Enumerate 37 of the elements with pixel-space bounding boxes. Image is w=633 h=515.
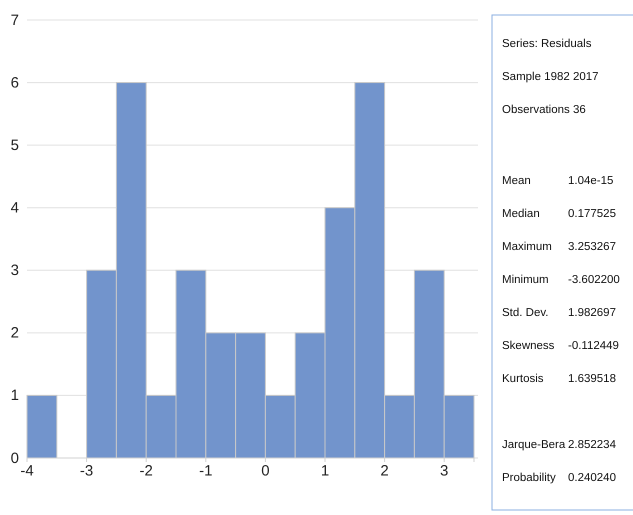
text: Skewness (502, 340, 555, 352)
x-tick-label: -1 (199, 462, 212, 480)
text: 0.177525 (568, 208, 616, 220)
text: Minimum (502, 274, 549, 286)
text: -3.602200 (568, 274, 620, 286)
y-tick-label: 4 (10, 200, 19, 217)
x-tick-label: -3 (80, 462, 94, 480)
text: 2.852234 (568, 439, 617, 452)
y-tick-label: 5 (10, 136, 19, 154)
text: 1.982697 (568, 307, 616, 320)
x-tick-label: 0 (261, 462, 270, 480)
text: 3.253267 (568, 241, 616, 254)
x-tick-label: 3 (440, 462, 448, 480)
text: Jarque-Bera (502, 439, 566, 452)
text: Observations 36 (502, 104, 586, 116)
y-tick-label: 7 (10, 12, 19, 29)
text: Probability (502, 472, 556, 484)
x-tick-label: 2 (380, 462, 389, 480)
x-tick-label: 1 (320, 462, 330, 480)
y-tick-label: 1 (10, 387, 19, 404)
y-tick-label: 3 (10, 262, 19, 280)
text: -0.112449 (568, 340, 619, 352)
text: Std. Dev. (502, 307, 548, 320)
text: 1.04e-15 (568, 175, 614, 188)
text: Maximum (502, 241, 552, 254)
text: Mean (502, 175, 531, 188)
text: 1.639518 (568, 373, 616, 386)
text: Median (502, 208, 540, 220)
x-tick-label: -2 (140, 462, 153, 480)
text: 0.240240 (568, 472, 616, 484)
text: Series: Residuals (502, 38, 592, 50)
text: Kurtosis (502, 373, 544, 386)
y-tick-label: 6 (10, 74, 19, 92)
text: Sample 1982 2017 (502, 71, 599, 84)
y-tick-label: 2 (10, 324, 19, 342)
x-tick-label: -4 (20, 462, 34, 480)
y-tick-label: 0 (10, 450, 19, 467)
